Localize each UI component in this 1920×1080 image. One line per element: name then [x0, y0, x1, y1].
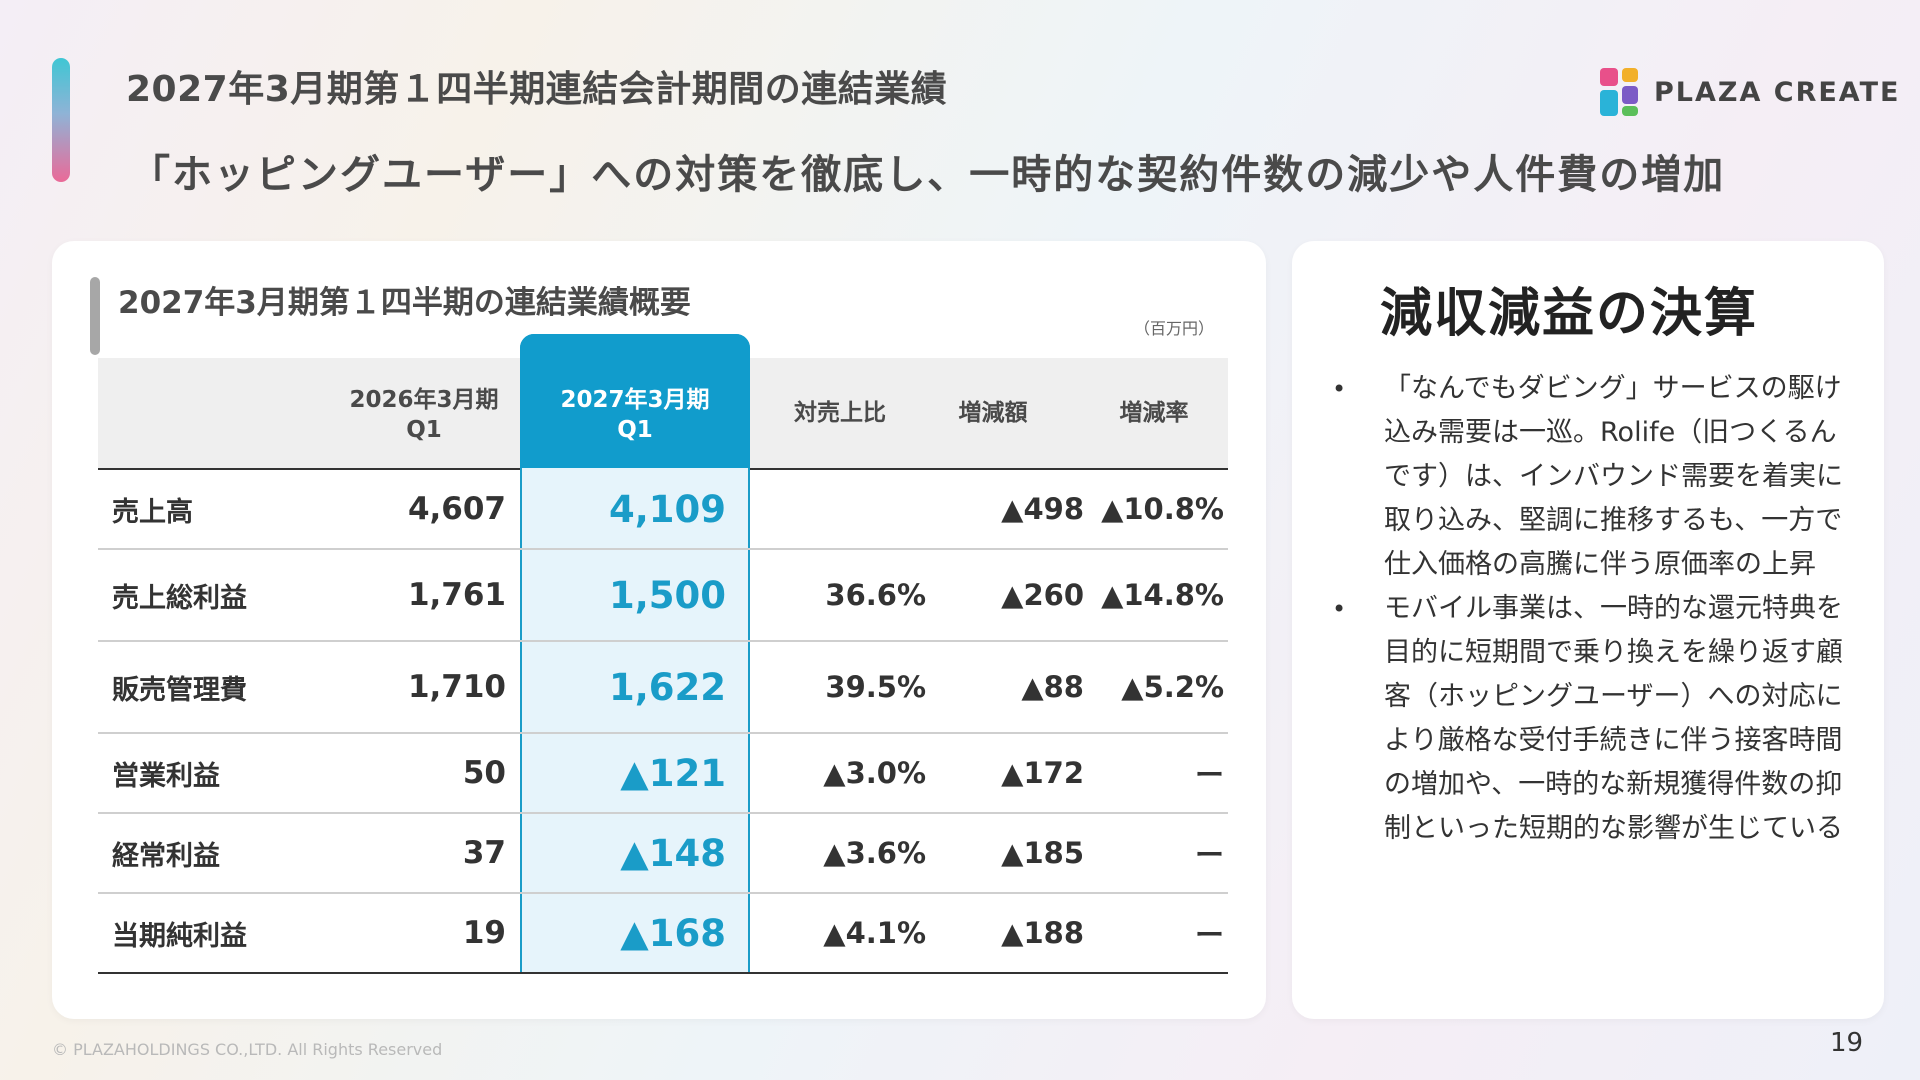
rate-value: ▲5.2%	[1121, 670, 1224, 704]
card-title-marker	[90, 277, 100, 355]
summary-card-title: 2027年3月期第１四半期の連結業績概要	[118, 285, 691, 321]
company-logo: PLAZA CREATE	[1600, 68, 1900, 116]
unit-label: （百万円）	[1134, 319, 1215, 338]
result-bullet-list: 「なんでもダビング」サービスの駆け込み需要は一巡。Rolife（旧つくるんです）…	[1332, 367, 1852, 851]
ratio-value: 36.6%	[825, 578, 926, 612]
result-card: 減収減益の決算 「なんでもダビング」サービスの駆け込み需要は一巡。Rolife（…	[1292, 241, 1884, 1019]
column-header-prev: 2026年3月期 Q1	[349, 387, 499, 443]
result-card-title: 減収減益の決算	[1380, 284, 1759, 344]
ratio-value: 39.5%	[825, 670, 926, 704]
current-period-header-bg	[520, 334, 750, 468]
rate-value: ▲14.8%	[1101, 578, 1224, 612]
row-label: 当期純利益	[112, 920, 247, 952]
table-row: 売上総利益 1,761 1,500 36.6% ▲260 ▲14.8%	[98, 550, 1228, 642]
table-row: 経常利益 37 ▲148 ▲3.6% ▲185 ー	[98, 814, 1228, 894]
prev-value: 4,607	[407, 491, 506, 527]
diff-value: ▲498	[1001, 492, 1084, 526]
row-label: 売上高	[112, 496, 193, 528]
rate-value: ▲10.8%	[1101, 492, 1224, 526]
row-label: 営業利益	[112, 760, 220, 792]
bullet-item: モバイル事業は、一時的な還元特典を目的に短期間で乗り換えを繰り返す顧客（ホッピン…	[1332, 587, 1852, 851]
current-value: ▲168	[620, 911, 726, 955]
table-row: 当期純利益 19 ▲168 ▲4.1% ▲188 ー	[98, 894, 1228, 974]
page-number: 19	[1830, 1028, 1864, 1058]
bullet-item: 「なんでもダビング」サービスの駆け込み需要は一巡。Rolife（旧つくるんです）…	[1332, 367, 1852, 587]
rate-value: ー	[1194, 758, 1224, 792]
column-header-rate: 増減率	[1119, 400, 1189, 426]
logo-text: PLAZA CREATE	[1654, 76, 1901, 108]
prev-value: 1,761	[407, 577, 506, 613]
logo-mark-icon	[1600, 68, 1640, 116]
table-row: 営業利益 50 ▲121 ▲3.0% ▲172 ー	[98, 734, 1228, 814]
rate-value: ー	[1194, 918, 1224, 952]
ratio-value	[760, 470, 926, 548]
page-subtitle: 「ホッピングユーザー」への対策を徹底し、一時的な契約件数の減少や人件費の増加	[130, 152, 1726, 198]
ratio-value: ▲3.6%	[823, 836, 926, 870]
prev-value: 37	[462, 835, 506, 871]
current-value: ▲121	[620, 751, 726, 795]
summary-card: 2027年3月期第１四半期の連結業績概要 （百万円） 2026年3月期 Q1 2…	[52, 241, 1266, 1019]
current-value: ▲148	[620, 831, 726, 875]
rate-value: ー	[1194, 838, 1224, 872]
current-value: 4,109	[608, 487, 726, 531]
ratio-value: ▲3.0%	[823, 756, 926, 790]
diff-value: ▲260	[1001, 578, 1084, 612]
page-title: 2027年3月期第１四半期連結会計期間の連結業績	[126, 69, 948, 110]
prev-value: 1,710	[407, 669, 506, 705]
table-row: 売上高 4,607 4,109 ▲498 ▲10.8%	[98, 470, 1228, 550]
column-header-current: 2027年3月期 Q1	[560, 387, 710, 443]
diff-value: ▲185	[1001, 836, 1084, 870]
diff-value: ▲172	[1001, 756, 1084, 790]
row-label: 経常利益	[112, 840, 220, 872]
table-row: 販売管理費 1,710 1,622 39.5% ▲88 ▲5.2%	[98, 642, 1228, 734]
prev-value: 19	[462, 915, 506, 951]
diff-value: ▲88	[1021, 670, 1084, 704]
column-header-diff: 増減額	[958, 400, 1028, 426]
column-header-ratio: 対売上比	[794, 400, 886, 426]
diff-value: ▲188	[1001, 916, 1084, 950]
prev-value: 50	[462, 755, 506, 791]
row-label: 販売管理費	[112, 674, 247, 706]
current-value: 1,500	[608, 573, 726, 617]
copyright-text: © PLAZAHOLDINGS CO.,LTD. All Rights Rese…	[52, 1040, 443, 1059]
title-accent-bar	[52, 58, 70, 182]
row-label: 売上総利益	[112, 582, 247, 614]
current-value: 1,622	[608, 665, 726, 709]
ratio-value: ▲4.1%	[823, 916, 926, 950]
